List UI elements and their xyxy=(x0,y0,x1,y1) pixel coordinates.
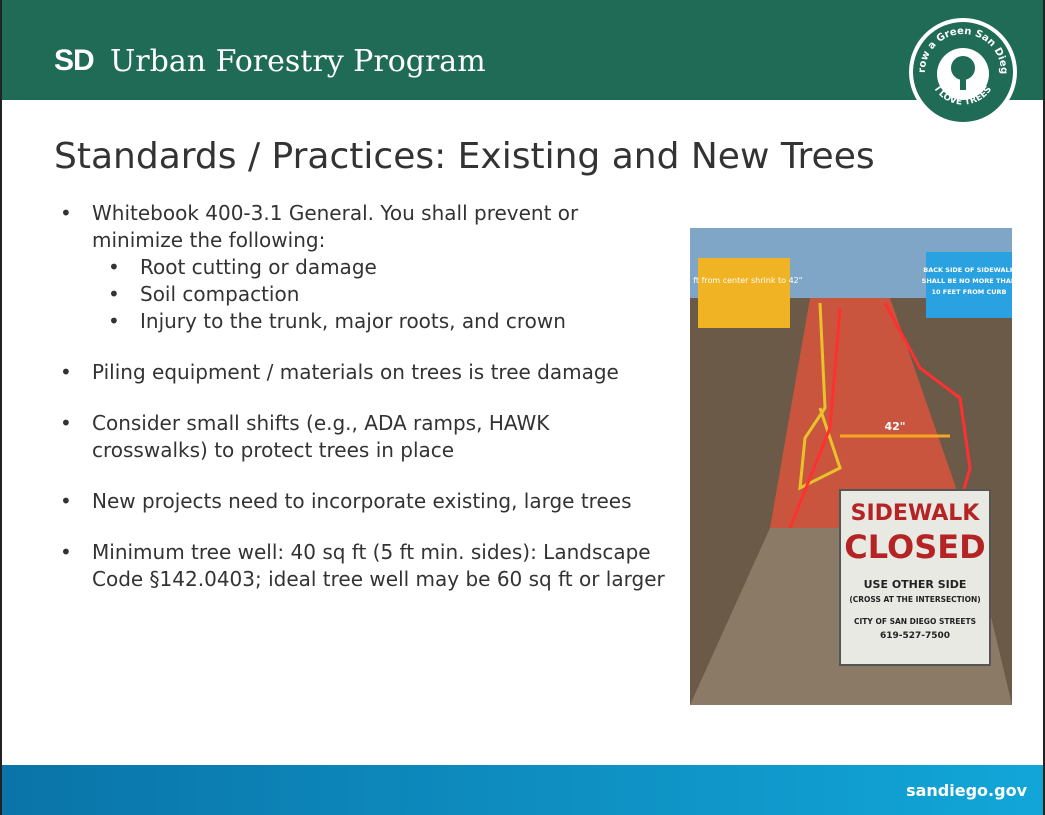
logo: SD xyxy=(54,44,94,78)
photo: 5 ft from center shrink to 42" BACK SIDE… xyxy=(690,228,1012,705)
sign-text: SIDEWALK xyxy=(851,501,981,526)
badge: Grow a Green San Diego I LOVE TREES xyxy=(907,16,1019,128)
bullet: Whitebook 400-3.1 General. You shall pre… xyxy=(58,200,668,335)
sign-text: CITY OF SAN DIEGO STREETS xyxy=(854,617,976,626)
sub-bullet: Soil compaction xyxy=(92,281,668,308)
sub-bullet: Root cutting or damage xyxy=(92,254,668,281)
bullet: New projects need to incorporate existin… xyxy=(58,488,668,515)
slide: SD Urban Forestry Program Grow a Green S… xyxy=(0,0,1045,815)
bullet-list: Whitebook 400-3.1 General. You shall pre… xyxy=(58,200,668,617)
sign-text: 619-527-7500 xyxy=(880,631,950,641)
bullet: Minimum tree well: 40 sq ft (5 ft min. s… xyxy=(58,539,668,593)
footer-url: sandiego.gov xyxy=(906,781,1027,800)
bullet-text: New projects need to incorporate existin… xyxy=(92,488,668,515)
sign-text: CLOSED xyxy=(844,528,985,566)
bullet-text: Whitebook 400-3.1 General. You shall pre… xyxy=(92,200,668,254)
sign-text: (CROSS AT THE INTERSECTION) xyxy=(849,595,980,604)
photo-note-right: 10 FEET FROM CURB xyxy=(931,288,1006,296)
sub-bullet: Injury to the trunk, major roots, and cr… xyxy=(92,308,668,335)
footer-bar: sandiego.gov xyxy=(2,765,1043,815)
heading: Standards / Practices: Existing and New … xyxy=(54,136,875,177)
bullet-text: Piling equipment / materials on trees is… xyxy=(92,359,668,386)
bullet: Consider small shifts (e.g., ADA ramps, … xyxy=(58,410,668,464)
sign-text: USE OTHER SIDE xyxy=(864,578,967,591)
width-label: 42" xyxy=(884,420,905,433)
bullet-text: Consider small shifts (e.g., ADA ramps, … xyxy=(92,410,668,464)
photo-note-right: SHALL BE NO MORE THAN xyxy=(922,277,1012,285)
photo-note-right: BACK SIDE OF SIDEWALK xyxy=(923,266,1012,274)
photo-note-left: 5 ft from center shrink to 42" xyxy=(690,276,802,285)
header-bar: SD Urban Forestry Program Grow a Green S… xyxy=(2,0,1043,100)
program-title: Urban Forestry Program xyxy=(110,44,486,79)
bullet: Piling equipment / materials on trees is… xyxy=(58,359,668,386)
bullet-text: Minimum tree well: 40 sq ft (5 ft min. s… xyxy=(92,539,668,593)
